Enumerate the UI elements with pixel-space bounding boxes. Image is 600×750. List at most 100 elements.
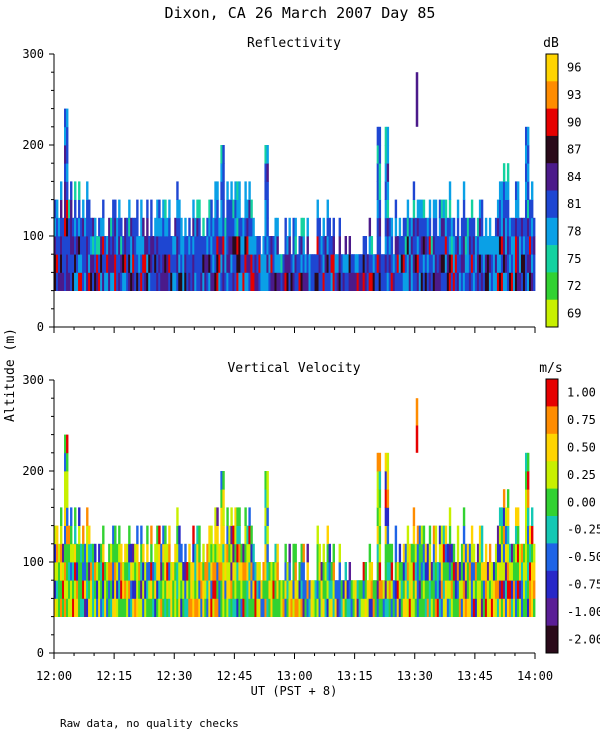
heatmap-cell [146,562,149,581]
heatmap-cell [82,272,85,291]
heatmap-cell [386,236,390,255]
heatmap-cell [134,543,137,563]
heatmap-cell [96,236,99,255]
heatmap-cell [224,217,227,237]
heatmap-cell [376,598,380,617]
heatmap-cell [196,199,199,219]
heatmap-cell [298,562,301,581]
heatmap-cell [460,562,464,581]
heatmap-cell [140,580,143,599]
heatmap-cell [146,236,149,255]
heatmap-cell [386,507,390,526]
heatmap-cell [362,272,366,291]
heatmap-cell [468,543,472,563]
heatmap-cell [226,181,229,200]
heatmap-cell [212,543,215,563]
heatmap-cell [366,272,370,291]
heatmap-cell [194,580,197,599]
heatmap-cell [404,562,408,581]
heatmap-cell [248,507,251,526]
heatmap-cell [502,181,506,200]
heatmap-cell [288,217,291,237]
heatmap-cell [250,236,253,255]
heatmap-cell [498,199,502,219]
heatmap-cell [254,236,257,255]
heatmap-cell [158,525,161,545]
heatmap-cell [66,489,69,508]
heatmap-cell [266,163,269,182]
heatmap-cell [320,254,323,273]
heatmap-cell [392,598,396,617]
heatmap-cell [280,580,283,599]
heatmap-cell [98,217,101,237]
heatmap-cell [202,562,205,581]
heatmap-cell [246,217,249,237]
heatmap-cell [306,562,309,581]
heatmap-cell [266,507,269,526]
heatmap-cell [312,598,315,617]
heatmap-cell [348,562,352,581]
heatmap-cell [146,543,149,563]
heatmap-cell [498,507,502,526]
heatmap-cell [92,580,95,599]
heatmap-cell [422,580,426,599]
heatmap-cell [186,254,189,273]
heatmap-cell [166,217,169,237]
heatmap-cell [366,580,370,599]
heatmap-cell [248,199,251,219]
heatmap-cell [344,580,347,599]
heatmap-cell [322,217,325,237]
heatmap-cell [204,272,207,291]
heatmap-cell [212,272,215,291]
heatmap-cell [60,236,63,255]
heatmap-cell [154,562,157,581]
heatmap-cell [118,236,121,255]
heatmap-cell [322,272,325,291]
heatmap-cell [220,199,223,219]
colorbar-swatch [546,433,558,462]
heatmap-cell [533,272,536,291]
heatmap-cell [232,580,235,599]
heatmap-cell [470,598,474,617]
heatmap-cell [464,236,468,255]
heatmap-cell [272,580,275,599]
heatmap-cell [176,562,179,581]
heatmap-cell [406,236,410,255]
heatmap-cell [300,580,303,599]
heatmap-cell [424,217,428,237]
heatmap-cell [214,525,217,545]
heatmap-cell [76,272,79,291]
heatmap-cell [486,598,490,617]
heatmap-cell [144,254,147,273]
heatmap-cell [386,181,390,200]
heatmap-cell [324,598,327,617]
heatmap-cell [222,580,225,599]
heatmap-cell [416,199,420,219]
heatmap-cell [378,163,382,182]
heatmap-cell [70,580,73,599]
heatmap-cell [120,580,123,599]
heatmap-cell [418,562,422,581]
heatmap-cell [206,236,209,255]
heatmap-cell [90,580,93,599]
heatmap-cell [222,272,225,291]
heatmap-cell [166,236,169,255]
heatmap-cell [310,254,313,273]
heatmap-cell [114,562,117,581]
heatmap-cell [226,254,229,273]
heatmap-cell [434,525,438,545]
heatmap-cell [68,199,71,219]
heatmap-cell [112,217,115,237]
heatmap-cell [250,254,253,273]
heatmap-cell [500,181,504,200]
heatmap-cell [456,598,460,617]
heatmap-cell [474,236,478,255]
heatmap-cell [220,489,223,508]
heatmap-cell [238,254,241,273]
heatmap-cell [442,562,446,581]
heatmap-cell [314,598,317,617]
heatmap-cell [408,562,412,581]
heatmap-cell [422,598,426,617]
heatmap-cell [130,217,133,237]
heatmap-cell [344,254,347,273]
